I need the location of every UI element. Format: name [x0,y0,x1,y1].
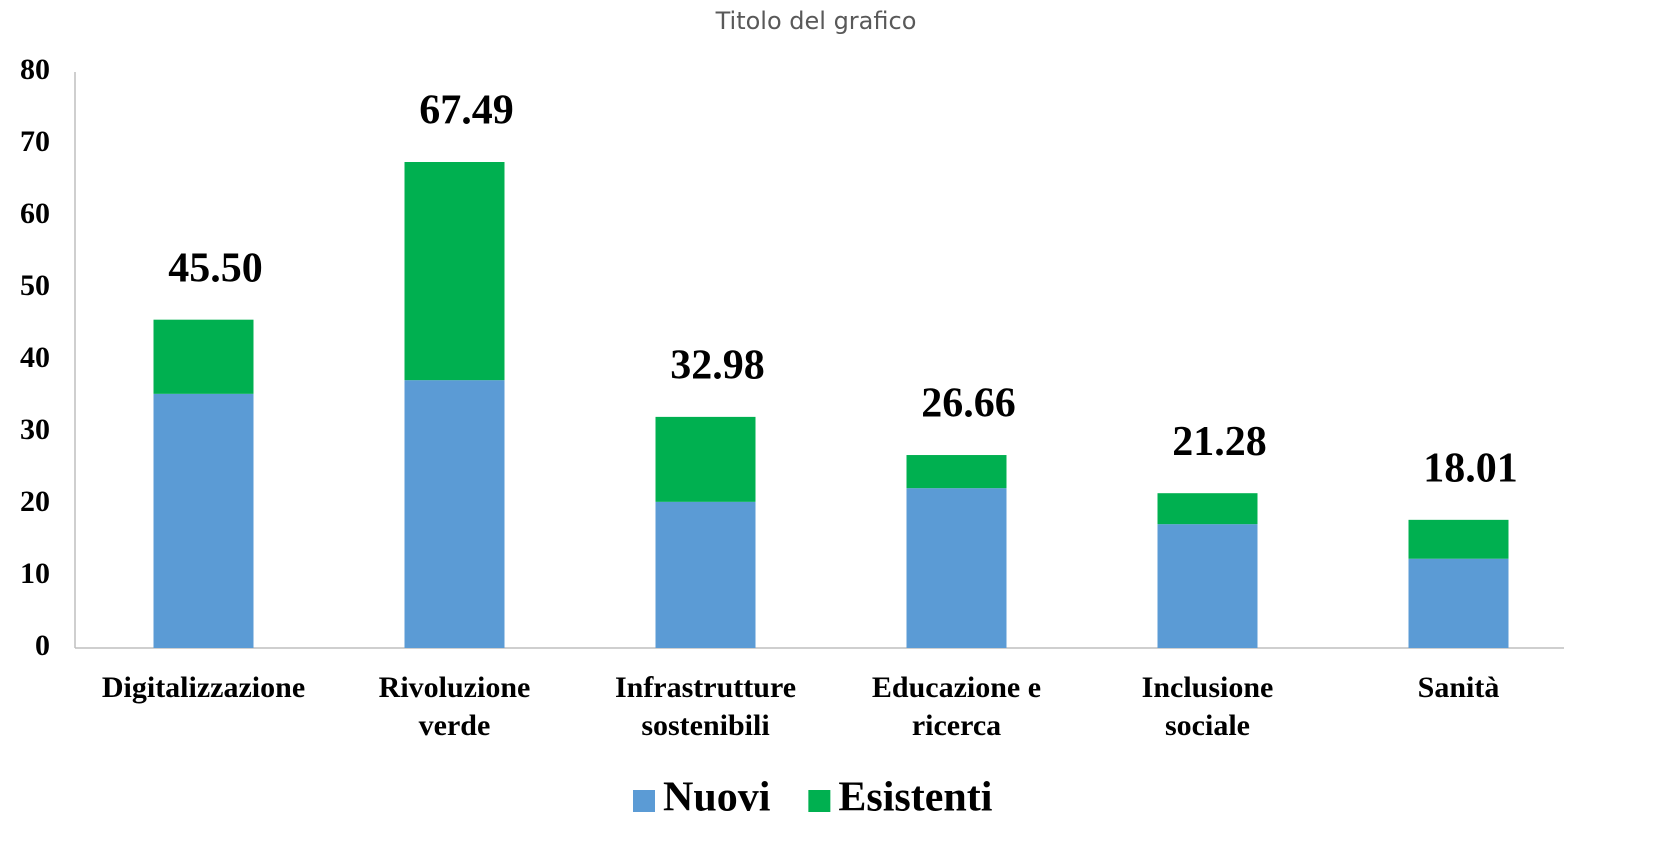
total-label: 26.66 [921,381,1016,427]
legend-swatch [808,790,831,812]
legend-label: Esistenti [838,775,992,821]
x-tick-label: Infrastrutture [615,671,796,704]
total-label: 18.01 [1423,445,1518,491]
chart-title: Titolo del grafico [715,7,917,35]
legend-label: Nuovi [663,775,771,821]
y-tick-label: 50 [20,269,50,302]
total-label: 32.98 [670,343,765,389]
x-tick-label: Digitalizzazione [102,671,305,704]
bar-segment [153,393,254,648]
x-tick-label: verde [419,709,491,742]
bar-segment [404,162,505,381]
x-tick-label: Rivoluzione [379,671,531,704]
bar-segment [1408,519,1509,559]
y-tick-label: 70 [20,125,50,158]
y-tick-label: 60 [20,197,50,230]
bar-segment [1157,493,1258,525]
total-label: 67.49 [419,88,514,134]
y-tick-label: 40 [20,341,50,374]
bar-segment [655,501,756,648]
bar-segment [153,319,254,394]
x-tick-label: sostenibili [641,709,769,742]
total-label: 45.50 [168,245,263,291]
bar-segment [906,455,1007,489]
x-tick-label: Inclusione [1142,671,1274,704]
x-tick-label: ricerca [912,709,1001,742]
x-tick-label: Sanità [1418,671,1500,704]
y-tick-label: 20 [20,485,50,518]
bar-segment [906,488,1007,648]
x-tick-label: sociale [1165,709,1250,742]
bar-segment [404,380,505,648]
y-tick-label: 80 [20,53,50,86]
y-tick-label: 30 [20,413,50,446]
y-tick-label: 10 [20,557,50,590]
bar-segment [1157,524,1258,648]
y-tick-label: 0 [35,629,50,662]
bar-segment [1408,558,1509,648]
bar-segment [655,416,756,502]
x-tick-label: Educazione e [872,671,1041,704]
legend-swatch [633,790,655,812]
total-label: 21.28 [1172,419,1267,465]
